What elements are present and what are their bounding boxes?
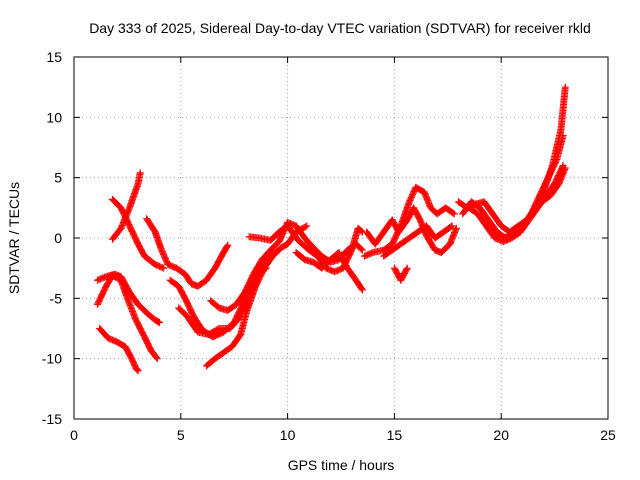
x-tick-label: 0 [70,427,78,443]
y-tick-label: -10 [42,351,62,367]
data-series [143,215,232,290]
data-point-marker [357,245,365,253]
y-axis-label: SDTVAR / TECUs [6,182,22,294]
data-point-marker [403,266,411,274]
data-point-marker [153,355,161,363]
data-point-marker [158,264,166,272]
tick-labels: 0 5 10 15 20 25 -15 -10 -5 0 5 10 15 [42,49,616,443]
x-tick-label: 25 [600,427,616,443]
data-point-marker [447,223,455,231]
data-point-marker [160,264,168,272]
data-point-marker [449,209,457,217]
data-series [108,195,168,272]
data-point-marker [450,210,458,218]
data-series [207,218,366,314]
data-point-marker [452,224,460,232]
y-tick-label: 15 [46,49,62,65]
x-tick-label: 5 [177,427,185,443]
y-tick-label: -5 [50,290,63,306]
grid [74,57,608,419]
data-point-marker [358,285,366,293]
x-tick-label: 10 [280,427,296,443]
data-series [93,271,161,363]
y-tick-label: 10 [46,109,62,125]
data-point-marker [134,367,142,375]
data-point-marker [561,83,569,91]
data-point-marker [223,242,231,250]
y-tick-label: 5 [54,170,62,186]
data-point-marker [559,131,567,139]
data-point-marker [358,286,366,294]
data-point-marker [154,318,162,326]
tick-marks [73,56,609,420]
y-tick-label: 0 [54,230,62,246]
data-point-marker [136,169,144,177]
data-point-marker [303,222,311,230]
data-marks [93,83,569,375]
data-series [360,183,458,260]
chart-title: Day 333 of 2025, Sidereal Day-to-day VTE… [89,20,591,36]
x-tick-label: 15 [387,427,403,443]
data-point-marker [368,249,376,257]
data-series [390,264,411,284]
data-point-marker [133,365,141,373]
x-axis-label: GPS time / hours [288,457,395,473]
y-tick-label: -15 [42,411,62,427]
data-series [96,325,142,375]
x-tick-label: 20 [493,427,509,443]
data-series [245,222,366,276]
data-series [292,248,366,294]
data-point-marker [448,222,456,230]
data-series [380,222,456,260]
data-point-marker [358,246,366,254]
data-point-marker [152,353,160,361]
data-point-marker [133,366,141,374]
data-point-marker [155,318,163,326]
data-point-marker [301,223,309,231]
data-point-marker [561,164,569,172]
data-point-marker [403,264,411,272]
data-point-marker [357,227,365,235]
data-series [487,164,569,242]
data-point-marker [224,241,232,249]
